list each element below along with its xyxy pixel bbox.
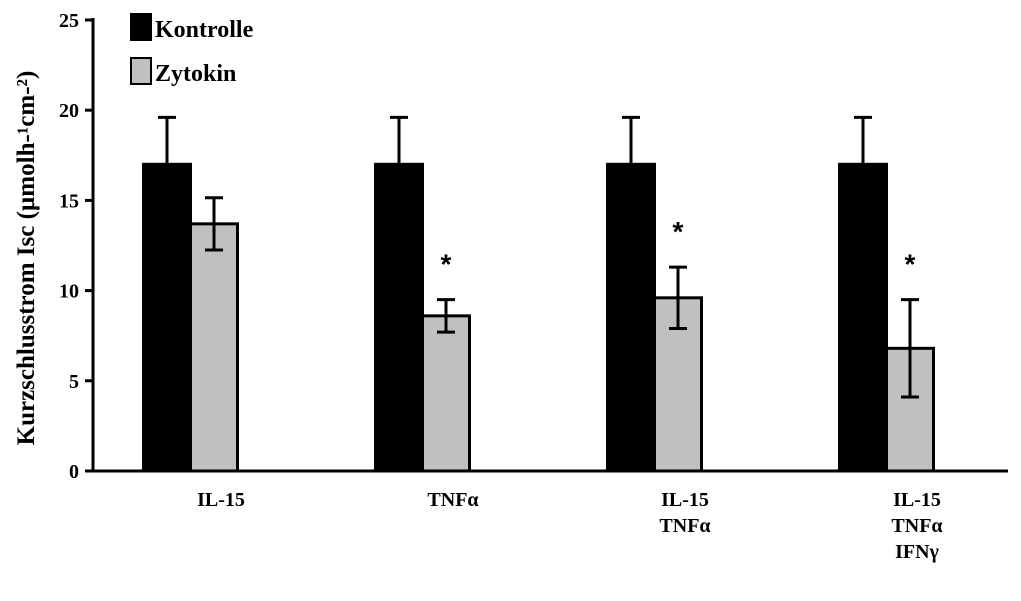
error-bars <box>158 115 919 399</box>
bar-kontrolle <box>838 162 888 473</box>
significance-marker: * <box>905 249 916 280</box>
bars <box>142 162 935 473</box>
bar-kontrolle <box>606 162 656 473</box>
y-tick-label: 0 <box>69 461 79 483</box>
x-category-label: IL-15 <box>197 489 245 511</box>
significance-marker: * <box>673 216 684 247</box>
bar-kontrolle <box>374 162 424 473</box>
x-category-label: IL-15 <box>661 489 709 511</box>
x-category-label: TNFα <box>427 489 478 511</box>
x-category-label: TNFα <box>659 515 710 537</box>
x-category-label: IFNγ <box>895 541 939 563</box>
y-tick-label: 10 <box>59 281 79 303</box>
y-axis-ticks: 0 5 10 15 20 25 <box>59 10 93 483</box>
legend-swatch <box>130 57 152 85</box>
legend-label: Kontrolle <box>155 17 254 43</box>
x-category-label: TNFα <box>891 515 942 537</box>
legend-label: Zytokin <box>155 61 236 87</box>
bar-zytokin <box>189 222 239 473</box>
bar-kontrolle <box>142 162 192 473</box>
x-axis-category-labels: IL-15 TNFα IL-15 TNFα IL-15 TNFα IFNγ <box>197 489 942 563</box>
y-axis-label: Kurzschlusstrom Isc (µmolh-¹cm-²) <box>13 71 40 446</box>
y-tick-label: 5 <box>69 371 79 393</box>
x-category-label: IL-15 <box>893 489 941 511</box>
y-tick-label: 20 <box>59 100 79 122</box>
y-tick-label: 25 <box>59 10 79 32</box>
y-axis-label-group: Kurzschlusstrom Isc (µmolh-¹cm-²) <box>13 71 40 446</box>
legend: Kontrolle Zytokin <box>130 13 254 87</box>
significance-markers: * * * <box>441 216 916 279</box>
y-tick-label: 15 <box>59 190 79 212</box>
legend-swatch <box>130 13 152 41</box>
bar-zytokin <box>421 314 471 473</box>
significance-marker: * <box>441 249 452 280</box>
